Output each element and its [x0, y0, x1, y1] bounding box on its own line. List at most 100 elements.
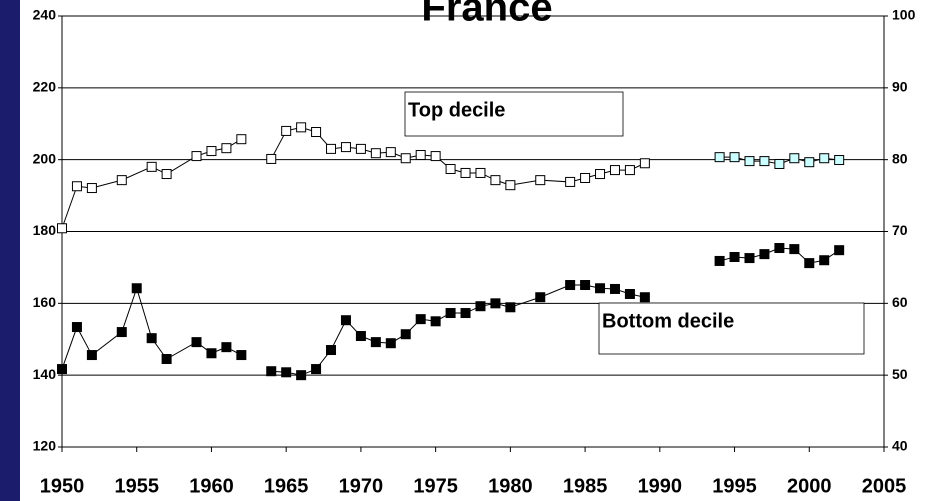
marker: [355, 143, 366, 154]
marker: [475, 167, 486, 178]
marker: [161, 354, 172, 365]
marker: [206, 146, 217, 157]
marker: [71, 181, 82, 192]
chart-title: France: [421, 0, 552, 30]
marker: [580, 172, 591, 183]
y2-tick-label: 60: [892, 294, 908, 310]
marker: [639, 292, 650, 303]
y-tick-label: 180: [33, 222, 57, 238]
x-tick-label: 1995: [712, 475, 757, 497]
marker: [370, 148, 381, 159]
y2-tick-label: 50: [892, 366, 908, 382]
x-tick-label: 2005: [862, 475, 907, 497]
marker: [595, 169, 606, 180]
marker: [57, 223, 67, 234]
marker: [131, 283, 142, 294]
marker: [116, 175, 127, 186]
marker: [789, 244, 800, 255]
annotation-box: [404, 91, 624, 137]
marker: [236, 350, 247, 361]
marker: [281, 125, 292, 136]
marker: [595, 283, 606, 294]
marker: [834, 245, 845, 256]
x-tick-label: 1960: [189, 475, 234, 497]
marker: [430, 316, 441, 327]
marker: [326, 345, 337, 356]
y-tick-label: 200: [33, 150, 57, 166]
marker: [266, 366, 277, 377]
marker: [86, 183, 97, 194]
marker: [340, 315, 351, 326]
marker: [191, 337, 202, 348]
marker: [355, 331, 366, 342]
y-tick-label: 140: [33, 366, 57, 382]
x-tick-label: 1970: [339, 475, 384, 497]
marker: [221, 143, 232, 154]
side-strip: [0, 0, 20, 501]
marker: [460, 308, 471, 319]
x-tick-label: 1950: [40, 475, 85, 497]
annotation: Top decile: [408, 99, 505, 121]
marker: [759, 156, 770, 167]
marker: [430, 151, 441, 162]
marker: [744, 253, 755, 264]
marker: [116, 327, 127, 338]
annotation: Bottom decile: [602, 310, 734, 332]
marker: [326, 143, 337, 154]
marker: [191, 151, 202, 162]
marker: [505, 302, 516, 313]
marker: [490, 298, 501, 309]
marker: [789, 153, 800, 164]
marker: [774, 158, 785, 169]
y2-tick-label: 90: [892, 79, 908, 95]
y2-tick-label: 40: [892, 438, 908, 454]
marker: [57, 364, 67, 375]
marker: [819, 153, 830, 164]
marker: [759, 249, 770, 260]
marker: [834, 155, 845, 166]
marker: [296, 122, 307, 133]
x-tick-label: 1985: [563, 475, 608, 497]
y-tick-label: 240: [33, 7, 57, 23]
y-tick-label: 160: [33, 294, 57, 310]
x-tick-label: 1965: [264, 475, 309, 497]
marker: [161, 169, 172, 180]
marker: [281, 367, 292, 378]
marker: [415, 149, 426, 160]
y-tick-label: 120: [33, 438, 57, 454]
marker: [490, 175, 501, 186]
marker: [744, 156, 755, 167]
marker: [774, 243, 785, 254]
marker: [535, 292, 546, 303]
marker: [609, 283, 620, 294]
x-tick-label: 1980: [488, 475, 533, 497]
marker: [266, 153, 277, 164]
marker: [146, 161, 157, 172]
marker: [206, 348, 217, 359]
marker: [400, 153, 411, 164]
marker: [385, 147, 396, 158]
marker: [445, 308, 456, 319]
marker: [505, 180, 516, 191]
marker: [565, 176, 576, 187]
annotation-box: [598, 302, 865, 355]
y-tick-label: 220: [33, 79, 57, 95]
marker: [729, 152, 740, 163]
marker: [624, 165, 635, 176]
marker: [311, 127, 322, 138]
marker: [639, 158, 650, 169]
marker: [580, 280, 591, 291]
marker: [445, 164, 456, 175]
marker: [460, 167, 471, 178]
marker: [624, 288, 635, 299]
marker: [71, 322, 82, 333]
marker: [236, 134, 247, 145]
marker: [804, 258, 815, 269]
marker: [535, 175, 546, 186]
marker: [415, 314, 426, 325]
marker: [714, 152, 725, 163]
marker: [819, 255, 830, 266]
x-tick-label: 1990: [638, 475, 683, 497]
y2-tick-label: 80: [892, 150, 908, 166]
